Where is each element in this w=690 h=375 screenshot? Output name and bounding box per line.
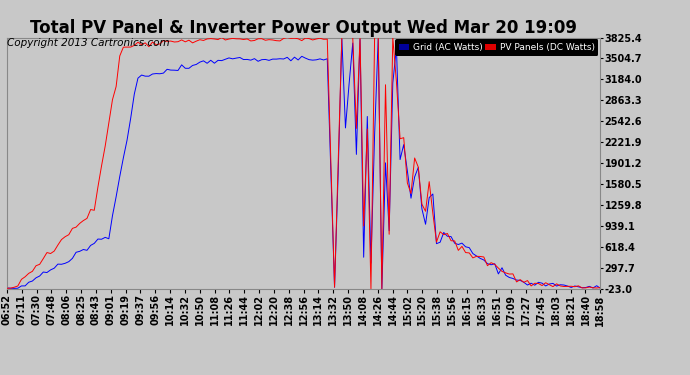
Title: Total PV Panel & Inverter Power Output Wed Mar 20 19:09: Total PV Panel & Inverter Power Output W…: [30, 20, 577, 38]
Text: Copyright 2013 Cartronics.com: Copyright 2013 Cartronics.com: [7, 38, 170, 48]
Legend: Grid (AC Watts), PV Panels (DC Watts): Grid (AC Watts), PV Panels (DC Watts): [395, 39, 598, 56]
